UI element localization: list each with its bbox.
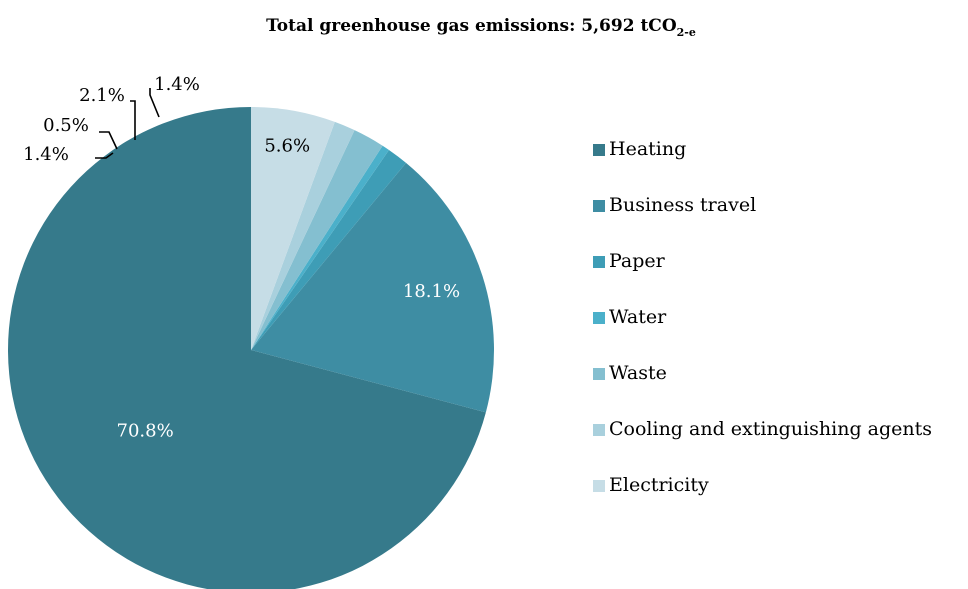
leader-lines: [95, 88, 160, 159]
slice-label-water: 0.5%: [43, 115, 89, 136]
pie-slice-business-travel: [251, 162, 495, 413]
pie-slice-waste: [251, 130, 383, 350]
slice-label-paper: 1.4%: [23, 144, 69, 165]
legend-label: Water: [609, 306, 667, 328]
pie-slice-electricity: [251, 107, 335, 350]
legend-label: Paper: [609, 250, 666, 272]
slice-label-business-travel: 18.1%: [403, 281, 460, 302]
legend-swatch: [593, 256, 605, 268]
legend-label: Waste: [609, 362, 667, 384]
legend-label: Cooling and extinguishing agents: [609, 418, 932, 440]
pie-slice-water: [251, 145, 389, 350]
chart-title-subscript: 2-e: [677, 26, 696, 39]
legend-item-waste: Waste: [593, 362, 667, 384]
legend: Heating Business travel Paper Water Waste Coo…: [593, 138, 932, 496]
leader-line-paper: [95, 152, 114, 159]
legend-swatch: [593, 368, 605, 380]
pie-slice-paper: [251, 149, 407, 350]
pie-slices: [8, 107, 495, 589]
legend-label: Electricity: [609, 474, 709, 496]
legend-swatch: [593, 424, 605, 436]
chart-title-main: Total greenhouse gas emissions: 5,692 tC…: [266, 16, 677, 36]
legend-item-electricity: Electricity: [593, 474, 709, 496]
pie-slice-cooling-and-extinguishing-agents: [251, 121, 355, 350]
legend-item-water: Water: [593, 306, 667, 328]
legend-label: Business travel: [609, 194, 756, 216]
pie-slice-heating: [8, 107, 486, 589]
legend-swatch: [593, 480, 605, 492]
slice-labels: 70.8% 18.1% 1.4% 0.5% 2.1% 1.4% 5.6%: [23, 74, 460, 442]
legend-item-cooling-and-extinguishing-agents: Cooling and extinguishing agents: [593, 418, 932, 440]
legend-item-heating: Heating: [593, 138, 686, 160]
legend-swatch: [593, 144, 605, 156]
legend-swatch: [593, 312, 605, 324]
legend-item-business-travel: Business travel: [593, 194, 756, 216]
legend-item-paper: Paper: [593, 250, 666, 272]
slice-label-waste: 2.1%: [79, 85, 125, 106]
legend-label: Heating: [609, 138, 686, 160]
slice-label-heating: 70.8%: [117, 421, 174, 442]
leader-line-waste: [130, 100, 136, 140]
slice-label-electricity: 5.6%: [264, 136, 310, 157]
legend-swatch: [593, 200, 605, 212]
leader-line-cooling-and-extinguishing-agents: [149, 88, 160, 118]
chart-title: Total greenhouse gas emissions: 5,692 tC…: [266, 16, 696, 39]
leader-line-water: [99, 131, 118, 150]
slice-label-cooling-and-extinguishing-agents: 1.4%: [154, 74, 200, 95]
